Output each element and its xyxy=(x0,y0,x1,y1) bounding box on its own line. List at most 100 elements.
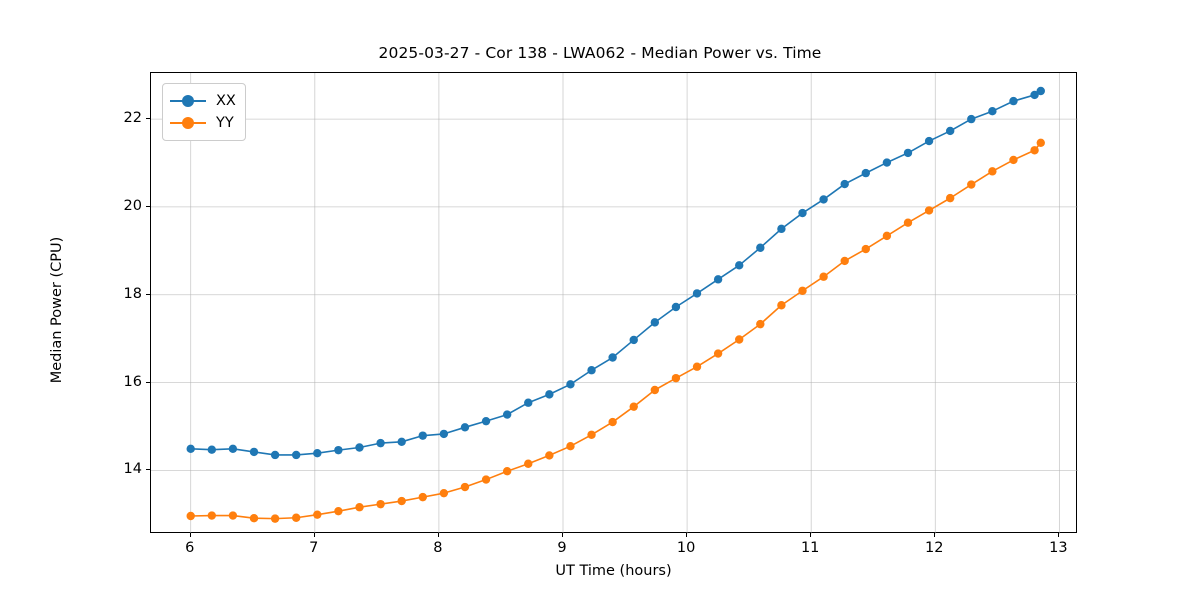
y-tick-label: 16 xyxy=(123,373,142,390)
data-point-marker xyxy=(608,353,617,362)
data-point-marker xyxy=(692,289,702,298)
data-point-marker xyxy=(671,302,681,312)
data-point-marker xyxy=(228,511,238,520)
y-tick-label: 18 xyxy=(123,285,142,302)
data-point-marker xyxy=(924,206,934,215)
data-point-marker xyxy=(777,224,786,234)
data-point-marker xyxy=(756,243,765,252)
data-point-marker xyxy=(481,475,491,484)
series-xx xyxy=(186,86,1045,460)
x-tick-label: 9 xyxy=(557,540,567,556)
y-tick-label: 22 xyxy=(123,110,142,127)
y-tick-label: 20 xyxy=(123,197,142,214)
data-point-marker xyxy=(502,410,512,419)
data-point-marker xyxy=(291,450,301,460)
data-point-marker xyxy=(1009,155,1018,165)
data-point-marker xyxy=(587,430,596,439)
data-point-marker xyxy=(819,272,828,281)
data-point-marker xyxy=(439,429,449,439)
data-series-layer xyxy=(186,86,1045,523)
x-axis-label: UT Time (hours) xyxy=(555,563,672,579)
data-point-marker xyxy=(945,126,955,136)
x-axis-tick-mark xyxy=(562,533,563,537)
y-axis-tick-mark xyxy=(146,381,150,383)
data-point-marker xyxy=(903,148,913,158)
x-axis-tick-mark xyxy=(437,533,439,537)
data-point-marker xyxy=(397,437,406,446)
data-point-marker xyxy=(840,256,849,266)
legend-swatch-icon xyxy=(170,94,206,108)
legend-label: YY xyxy=(216,114,234,131)
data-point-marker xyxy=(903,218,913,227)
data-point-marker xyxy=(882,158,892,167)
data-point-marker xyxy=(313,449,322,458)
chart-title: 2025-03-27 - Cor 138 - LWA062 - Median P… xyxy=(378,44,822,62)
data-point-marker xyxy=(650,318,660,327)
series-yy xyxy=(186,138,1045,523)
x-tick-label: 13 xyxy=(1049,540,1068,556)
chart-legend[interactable]: XX YY xyxy=(162,83,246,141)
legend-item-yy[interactable]: YY xyxy=(170,112,236,134)
data-point-marker xyxy=(545,451,554,460)
y-axis-tick-mark xyxy=(146,118,150,120)
series-line xyxy=(189,90,1042,456)
data-point-marker xyxy=(798,286,807,295)
x-axis-tick-mark xyxy=(1058,533,1060,537)
data-point-marker xyxy=(945,193,955,203)
data-point-marker xyxy=(186,444,195,454)
data-point-marker xyxy=(608,417,617,427)
data-point-marker xyxy=(566,441,575,451)
grid-lines xyxy=(151,73,1078,534)
data-point-marker xyxy=(988,167,997,176)
data-point-marker xyxy=(629,335,638,345)
data-point-marker xyxy=(481,416,491,426)
data-point-marker xyxy=(587,366,596,375)
x-axis-tick-mark xyxy=(934,533,936,537)
data-point-marker xyxy=(418,492,427,502)
data-point-marker xyxy=(798,208,807,218)
data-point-marker xyxy=(840,179,849,189)
data-point-marker xyxy=(861,244,870,254)
data-point-marker xyxy=(713,349,723,358)
data-point-marker xyxy=(249,513,259,523)
data-point-marker xyxy=(460,482,470,492)
data-point-marker xyxy=(629,402,638,411)
data-point-marker xyxy=(967,114,976,124)
data-point-marker xyxy=(735,335,744,344)
data-point-marker xyxy=(545,390,554,399)
x-axis-tick-labels: 6 7 8 9 10 11 12 13 xyxy=(150,540,1077,560)
data-point-marker xyxy=(334,506,343,516)
y-axis-tick-mark xyxy=(146,469,150,471)
legend-item-xx[interactable]: XX xyxy=(170,90,236,112)
x-tick-label: 7 xyxy=(309,540,319,556)
data-point-marker xyxy=(1030,90,1039,100)
y-axis-tick-mark xyxy=(146,293,150,295)
data-point-marker xyxy=(186,511,195,521)
data-point-marker xyxy=(882,231,892,241)
x-tick-label: 12 xyxy=(925,540,944,556)
data-point-marker xyxy=(418,431,427,440)
x-axis-tick-mark xyxy=(189,533,191,537)
y-axis-label: Median Power (CPU) xyxy=(49,236,65,384)
data-point-marker xyxy=(819,195,828,204)
data-point-marker xyxy=(270,514,280,523)
data-point-marker xyxy=(270,450,280,460)
legend-label: XX xyxy=(216,92,236,109)
data-point-marker xyxy=(692,362,702,371)
y-tick-label: 14 xyxy=(123,461,142,478)
data-point-marker xyxy=(713,275,723,284)
series-line xyxy=(189,142,1042,520)
legend-swatch-icon xyxy=(170,116,206,130)
y-axis-tick-labels: 14 16 18 20 22 xyxy=(100,72,142,533)
data-point-marker xyxy=(249,447,259,457)
data-point-marker xyxy=(524,398,533,407)
data-point-marker xyxy=(228,444,238,454)
x-axis-tick-mark xyxy=(313,533,315,537)
data-point-marker xyxy=(524,459,533,468)
data-point-marker xyxy=(1036,138,1045,148)
data-point-marker xyxy=(756,319,765,329)
data-point-marker xyxy=(1009,96,1018,106)
x-axis-tick-mark xyxy=(810,533,812,537)
data-point-marker xyxy=(397,496,406,506)
